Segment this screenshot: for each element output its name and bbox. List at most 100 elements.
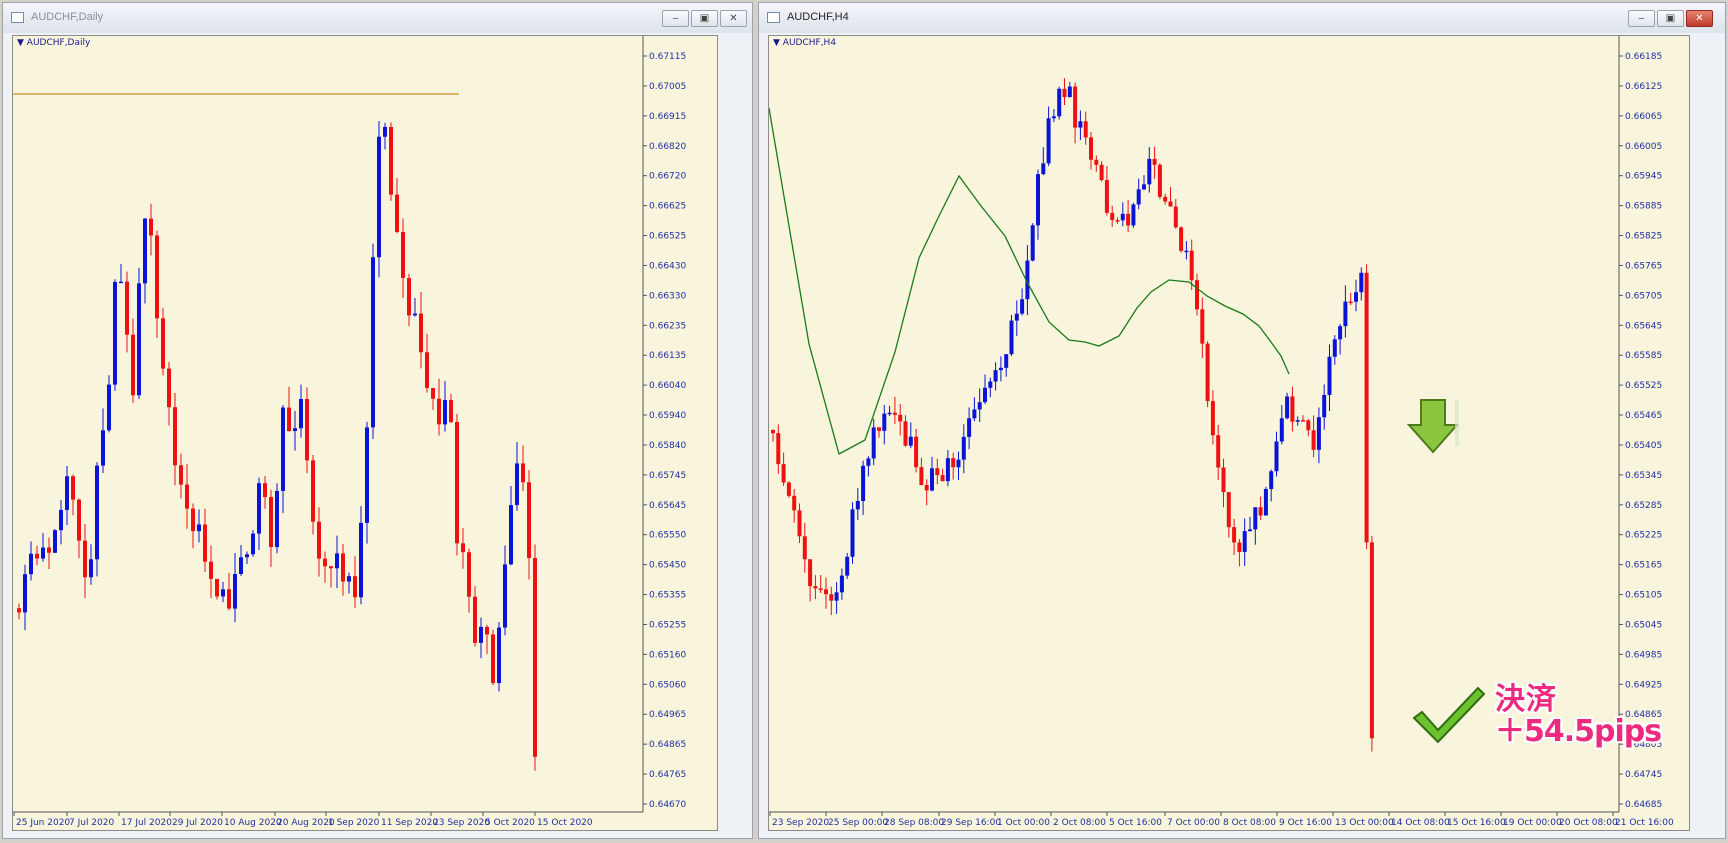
symbol-label-text: AUDCHF,H4 [782, 38, 837, 48]
daily-candle [359, 522, 363, 598]
h4-candle [1147, 158, 1152, 185]
h4-candle [1369, 542, 1374, 739]
chart-area[interactable]: ▼ AUDCHF,Daily 0.67115 0.67005 0.66915 0.66… [12, 35, 718, 831]
window-audchf-daily[interactable]: AUDCHF,Daily ‒ ▣ ✕ ▼ AUDCHF,Daily 0.6711… [2, 2, 753, 839]
daily-candle [119, 281, 123, 284]
daily-candle [239, 557, 243, 575]
daily-candle [41, 547, 45, 559]
h4-candle [792, 495, 797, 511]
h4-candle [1163, 196, 1168, 202]
minimize-button[interactable]: ‒ [662, 10, 689, 27]
price-tick-label: 0.65585 [1625, 351, 1662, 361]
h4-candle [1036, 174, 1040, 226]
h4-candle [1338, 326, 1343, 340]
daily-candle [353, 576, 357, 598]
price-tick-label: 0.64685 [1625, 800, 1662, 810]
window-title: AUDCHF,H4 [787, 11, 849, 23]
price-tick-label: 0.65940 [649, 411, 686, 421]
h4-candle [1057, 88, 1062, 117]
price-tick-label: 0.64865 [1625, 710, 1662, 720]
time-tick-label: 7 Oct 00:00 [1167, 818, 1220, 828]
daily-candle [65, 476, 69, 510]
time-tick-label: 17 Jul 2020 [121, 818, 172, 828]
h4-candle [1306, 420, 1311, 431]
daily-candle [131, 334, 135, 396]
time-tick-label: 5 Oct 16:00 [1109, 818, 1162, 828]
h4-candle [1210, 401, 1215, 436]
minimize-button[interactable]: ‒ [1628, 10, 1655, 27]
h4-candle [1115, 220, 1120, 222]
h4-candle [983, 387, 987, 403]
time-tick-label: 1 Sep 2020 [328, 818, 380, 828]
price-tick-label: 0.65525 [1625, 381, 1662, 391]
h4-candle [808, 559, 813, 587]
price-tick-label: 0.66720 [649, 172, 686, 182]
daily-candle [233, 574, 237, 609]
daily-candle [491, 634, 495, 684]
h4-candle [771, 430, 775, 434]
title-bar[interactable]: AUDCHF,H4 ‒ ▣ ✕ [759, 3, 1725, 33]
h4-candle [1311, 430, 1316, 450]
time-tick-label: 7 Jul 2020 [69, 818, 114, 828]
h4-candle [1237, 542, 1242, 552]
price-tick-label: 0.65745 [649, 471, 686, 481]
price-tick-label: 0.66330 [649, 291, 686, 301]
daily-candle [101, 430, 105, 466]
daily-candle [47, 547, 51, 553]
price-tick-label: 0.65465 [1625, 411, 1662, 421]
price-tick-label: 0.65060 [649, 680, 686, 690]
time-tick-label: 10 Aug 2020 [224, 818, 282, 828]
h4-candle [776, 433, 781, 465]
daily-candle [455, 422, 459, 544]
h4-candle [1269, 471, 1274, 490]
chart-window-icon [11, 12, 24, 23]
daily-candle [341, 553, 345, 582]
title-bar[interactable]: AUDCHF,Daily ‒ ▣ ✕ [3, 3, 752, 33]
h4-candle [1020, 299, 1025, 314]
daily-candle [17, 608, 21, 613]
time-tick-label: 14 Oct 08:00 [1391, 818, 1450, 828]
h4-candle [824, 589, 828, 595]
maximize-button[interactable]: ▣ [691, 10, 718, 27]
daily-candle [323, 558, 327, 567]
maximize-button[interactable]: ▣ [1657, 10, 1684, 27]
price-tick-label: 0.64805 [1625, 740, 1662, 750]
daily-candle [77, 499, 81, 541]
h4-candle [903, 421, 908, 446]
price-tick-label: 0.66625 [649, 202, 686, 212]
moving-average-line [769, 107, 1290, 455]
time-tick-label: 19 Oct 00:00 [1503, 818, 1562, 828]
h4-candle [967, 418, 972, 437]
price-tick-label: 0.65105 [1625, 591, 1662, 601]
window-audchf-h4[interactable]: AUDCHF,H4 ‒ ▣ ✕ ▼ AUDCHF,H4 0.66185 0.661… [758, 2, 1726, 839]
h4-candle [1131, 204, 1136, 226]
h4-candle [935, 468, 940, 476]
close-button[interactable]: ✕ [720, 10, 747, 27]
h4-candle [1025, 260, 1030, 300]
time-tick-label: 20 Oct 08:00 [1559, 818, 1618, 828]
daily-candle [113, 281, 117, 385]
daily-candle [485, 626, 489, 635]
h4-candle [951, 458, 956, 468]
daily-candle [149, 218, 153, 236]
h4-candle [1364, 272, 1369, 543]
h4-candle [818, 588, 823, 590]
close-button[interactable]: ✕ [1686, 10, 1713, 27]
daily-candle [155, 235, 159, 319]
daily-candle [419, 313, 423, 353]
h4-candle [1253, 507, 1258, 530]
window-title: AUDCHF,Daily [31, 11, 104, 23]
daily-candle [179, 465, 183, 485]
daily-candle [503, 564, 507, 628]
h4-candle [834, 592, 839, 601]
price-tick-label: 0.66135 [649, 351, 686, 361]
h4-candle [1110, 212, 1115, 221]
daily-candle [29, 553, 33, 575]
chart-area[interactable]: ▼ AUDCHF,H4 0.66185 0.66125 0.66065 0.66005… [768, 35, 1690, 831]
price-tick-label: 0.67115 [649, 52, 686, 62]
daily-candle [473, 596, 477, 643]
time-tick-label: 25 Jun 2020 [16, 818, 70, 828]
h4-candle [1216, 435, 1221, 468]
daily-candle [71, 476, 75, 500]
daily-candle [443, 400, 447, 425]
